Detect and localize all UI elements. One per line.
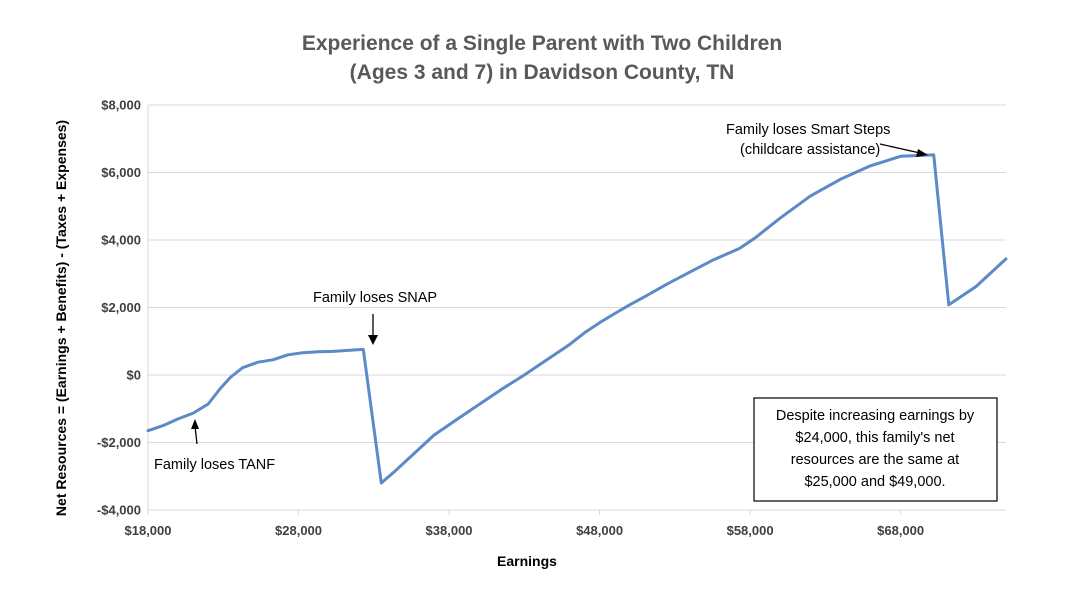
grid-lines (147, 104, 1006, 511)
y-tick-label: $4,000 (101, 233, 141, 248)
x-tick-label: $58,000 (727, 523, 774, 538)
y-tick-label: $6,000 (101, 165, 141, 180)
annotation-smart-steps-line-2: (childcare assistance) (740, 142, 880, 158)
x-tick-label: $38,000 (426, 523, 473, 538)
chart-title-line-2: (Ages 3 and 7) in Davidson County, TN (350, 61, 735, 84)
x-axis-ticks: $18,000 $28,000 $38,000 $48,000 $58,000 $68,0… (125, 510, 924, 538)
chart-title-line-1: Experience of a Single Parent with Two C… (302, 32, 782, 55)
y-tick-label: -$2,000 (97, 435, 141, 450)
note-line-3: resources are the same at (791, 452, 959, 468)
annotation-smart-steps-line-1: Family loses Smart Steps (726, 122, 890, 138)
y-tick-label: $8,000 (101, 98, 141, 113)
y-axis-ticks: -$4,000 -$2,000 $0 $2,000 $4,000 $6,000 $8,000 (97, 98, 141, 518)
smart-steps-arrowhead (916, 149, 928, 157)
annotation-snap: Family loses SNAP (313, 290, 437, 306)
x-tick-label: $28,000 (275, 523, 322, 538)
series-line-net-resources (146, 153, 1008, 485)
smart-steps-arrow (879, 143, 921, 154)
note-box (753, 397, 998, 502)
tanf-arrowhead (191, 419, 199, 429)
annotation-tanf: Family loses TANF (154, 457, 275, 473)
note-line-2: $24,000, this family's net (795, 430, 954, 446)
y-tick-label: -$4,000 (97, 503, 141, 518)
snap-arrowhead (368, 335, 378, 345)
y-tick-label: $0 (127, 368, 141, 383)
note-line-4: $25,000 and $49,000. (804, 474, 945, 490)
note-line-1: Despite increasing earnings by (776, 408, 975, 424)
x-tick-label: $48,000 (576, 523, 623, 538)
x-tick-label: $18,000 (125, 523, 172, 538)
x-tick-label: $68,000 (877, 523, 924, 538)
x-axis-label: Earnings (497, 553, 557, 569)
y-tick-label: $2,000 (101, 300, 141, 315)
y-axis-label: Net Resources = (Earnings + Benefits) - … (53, 120, 69, 516)
